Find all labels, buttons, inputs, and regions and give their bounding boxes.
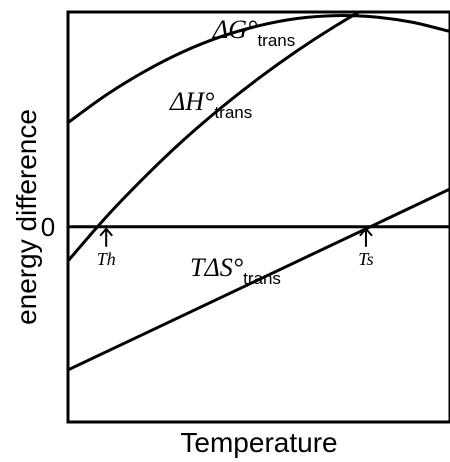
series-layer xyxy=(68,12,450,372)
label-layer: ΔG°trans ΔH°trans TΔS°trans xyxy=(169,15,295,288)
y-tick-label: 0 xyxy=(41,212,55,242)
marker-ts: Ts xyxy=(358,227,374,269)
plot-frame xyxy=(66,10,450,424)
series-line-dH xyxy=(68,12,363,262)
marker-layer: Th Ts xyxy=(97,227,374,269)
series-line-dG xyxy=(68,14,450,124)
marker-label: Th xyxy=(97,249,116,269)
series-label-dH: ΔH°trans xyxy=(169,87,252,122)
marker-arrow-head xyxy=(359,227,373,237)
y-axis-label: energy difference xyxy=(11,109,42,325)
marker-label: Ts xyxy=(358,249,373,269)
series-label-dG: ΔG°trans xyxy=(212,15,295,50)
series-line-TdS xyxy=(68,187,450,372)
tick-layer: 0 xyxy=(41,212,55,242)
marker-th: Th xyxy=(97,227,116,269)
marker-arrow-head xyxy=(99,227,113,237)
x-axis-label: Temperature xyxy=(180,427,337,458)
series-label-TdS: TΔS°trans xyxy=(190,253,281,288)
